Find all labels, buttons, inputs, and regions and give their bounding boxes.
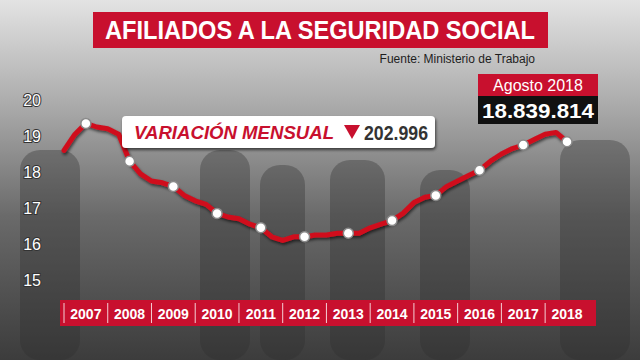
x-tick-label: 2007 xyxy=(70,306,101,322)
data-point xyxy=(168,181,178,191)
variation-value: 202.996 xyxy=(364,122,428,144)
variation-box xyxy=(122,116,435,148)
separator xyxy=(282,303,283,323)
background-figure xyxy=(20,150,80,360)
separator xyxy=(545,303,546,323)
background-figure xyxy=(200,150,250,360)
variation-arrow xyxy=(344,125,360,139)
variation-label: VARIACIÓN MENSUAL xyxy=(134,122,334,143)
data-point xyxy=(125,156,135,166)
x-axis-band xyxy=(60,300,596,326)
x-tick-label: 2016 xyxy=(464,306,495,322)
data-point xyxy=(343,228,353,238)
background-figure xyxy=(560,140,630,360)
latest-value: 18.839.814 xyxy=(482,99,594,122)
x-tick-label: 2014 xyxy=(376,306,407,322)
y-tick-label: 18 xyxy=(23,164,41,181)
x-tick-label: 2015 xyxy=(420,306,451,322)
separator xyxy=(151,303,152,323)
chart: AFILIADOS A LA SEGURIDAD SOCIAL Fuente: M… xyxy=(0,0,640,360)
title: AFILIADOS A LA SEGURIDAD SOCIAL xyxy=(105,16,535,44)
separator xyxy=(370,303,371,323)
latest-label: Agosto 2018 xyxy=(493,77,583,94)
y-tick xyxy=(44,208,50,209)
y-tick xyxy=(44,136,50,137)
source: Fuente: Ministerio de Trabajo xyxy=(380,52,536,66)
latest-label-box xyxy=(478,74,598,96)
y-tick xyxy=(44,280,50,281)
separator xyxy=(107,303,108,323)
y-tick-label: 20 xyxy=(23,92,41,109)
data-point xyxy=(518,140,528,150)
data-point xyxy=(81,118,91,128)
data-point xyxy=(387,216,397,226)
x-tick-label: 2010 xyxy=(202,306,233,322)
title-banner xyxy=(93,12,548,48)
background xyxy=(0,0,640,360)
background-figure xyxy=(330,160,385,360)
latest-value-box xyxy=(478,96,598,124)
separator xyxy=(413,303,414,323)
data-point xyxy=(300,232,310,242)
x-tick-label: 2011 xyxy=(246,306,277,322)
plot-area xyxy=(64,118,572,241)
x-tick-label: 2008 xyxy=(114,306,145,322)
separator xyxy=(501,303,502,323)
y-tick xyxy=(44,244,50,245)
background-figure xyxy=(260,165,305,360)
x-tick-label: 2018 xyxy=(551,306,582,322)
y-tick-label: 17 xyxy=(23,200,41,217)
data-point xyxy=(475,165,485,175)
x-tick-label: 2012 xyxy=(289,306,320,322)
y-tick-label: 16 xyxy=(23,236,41,253)
data-point xyxy=(212,208,222,218)
x-tick-label: 2013 xyxy=(333,306,364,322)
separator xyxy=(64,303,65,323)
y-tick-label: 19 xyxy=(23,128,41,145)
data-point xyxy=(431,190,441,200)
data-point xyxy=(562,137,572,147)
data-point xyxy=(256,223,266,233)
y-tick xyxy=(44,172,50,173)
separator xyxy=(195,303,196,323)
x-tick-label: 2017 xyxy=(508,306,539,322)
separator xyxy=(238,303,239,323)
y-tick-label: 15 xyxy=(23,272,41,289)
separator xyxy=(457,303,458,323)
x-tick-label: 2009 xyxy=(158,306,189,322)
y-tick xyxy=(44,100,50,101)
separator xyxy=(326,303,327,323)
